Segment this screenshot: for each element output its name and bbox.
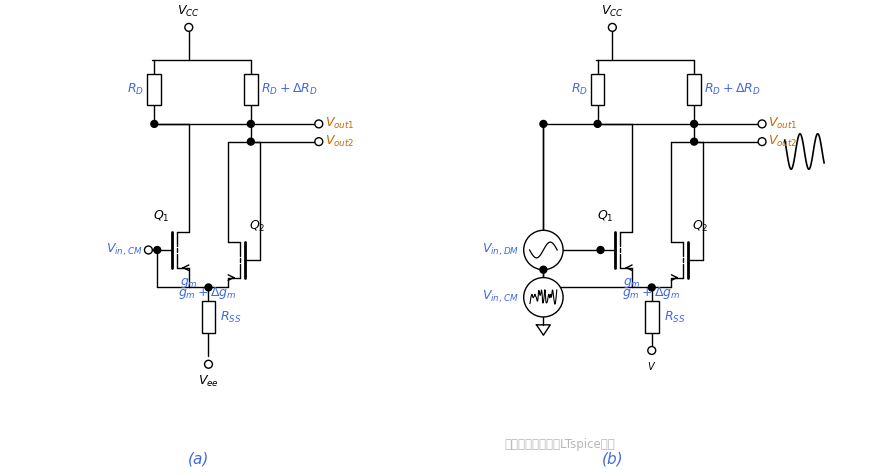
Text: $Q_1$: $Q_1$	[153, 210, 170, 224]
Text: $V_{in,DM}$: $V_{in,DM}$	[482, 242, 519, 258]
Text: $g_m+\Delta g_m$: $g_m+\Delta g_m$	[179, 285, 237, 301]
Text: $V_{out1}$: $V_{out1}$	[768, 116, 798, 131]
Circle shape	[540, 120, 547, 128]
Text: $R_D+\Delta R_D$: $R_D+\Delta R_D$	[261, 82, 317, 97]
Bar	[590, 73, 604, 105]
Text: $g_m$: $g_m$	[623, 275, 641, 290]
Circle shape	[314, 138, 322, 146]
Bar	[244, 73, 258, 105]
Text: $V_{ee}$: $V_{ee}$	[198, 374, 219, 389]
Text: 放大器参数解析与LTspice仿真: 放大器参数解析与LTspice仿真	[504, 438, 615, 451]
Text: $V_{in,CM}$: $V_{in,CM}$	[483, 289, 519, 305]
Bar	[687, 73, 701, 105]
Text: $g_m$: $g_m$	[180, 275, 198, 290]
Circle shape	[314, 120, 322, 128]
Circle shape	[205, 360, 212, 368]
Circle shape	[205, 284, 212, 291]
Circle shape	[597, 246, 604, 254]
Text: $R_D+\Delta R_D$: $R_D+\Delta R_D$	[704, 82, 760, 97]
Text: $V_{out1}$: $V_{out1}$	[325, 116, 354, 131]
Circle shape	[594, 120, 601, 128]
Circle shape	[247, 120, 254, 128]
Circle shape	[145, 246, 152, 254]
Circle shape	[151, 120, 158, 128]
Bar	[201, 301, 215, 333]
Circle shape	[247, 138, 254, 145]
Circle shape	[758, 120, 766, 128]
Circle shape	[524, 278, 563, 317]
Text: $V_{CC}$: $V_{CC}$	[601, 4, 624, 19]
Text: $V_{out2}$: $V_{out2}$	[768, 134, 797, 149]
Circle shape	[758, 138, 766, 146]
Circle shape	[185, 23, 193, 31]
Circle shape	[154, 246, 160, 254]
Circle shape	[540, 266, 547, 273]
Text: $V_{CC}$: $V_{CC}$	[178, 4, 200, 19]
Bar	[645, 301, 659, 333]
Text: $R_D$: $R_D$	[128, 82, 145, 97]
Text: $Q_2$: $Q_2$	[249, 219, 265, 234]
Text: $V_{in,CM}$: $V_{in,CM}$	[106, 242, 143, 258]
Text: (a): (a)	[188, 451, 209, 466]
Text: $R_{SS}$: $R_{SS}$	[664, 310, 685, 325]
Circle shape	[648, 346, 656, 355]
Text: $V$: $V$	[647, 360, 656, 372]
Text: $Q_1$: $Q_1$	[597, 210, 613, 224]
Bar	[147, 73, 161, 105]
Circle shape	[648, 284, 655, 291]
Text: $V_{out2}$: $V_{out2}$	[325, 134, 354, 149]
Text: $Q_2$: $Q_2$	[692, 219, 709, 234]
Circle shape	[690, 120, 697, 128]
Text: $R_{SS}$: $R_{SS}$	[220, 310, 242, 325]
Circle shape	[609, 23, 617, 31]
Circle shape	[690, 138, 697, 145]
Text: (b): (b)	[602, 451, 623, 466]
Text: $g_m+\Delta g_m$: $g_m+\Delta g_m$	[622, 285, 681, 301]
Circle shape	[524, 230, 563, 270]
Text: $R_D$: $R_D$	[571, 82, 588, 97]
